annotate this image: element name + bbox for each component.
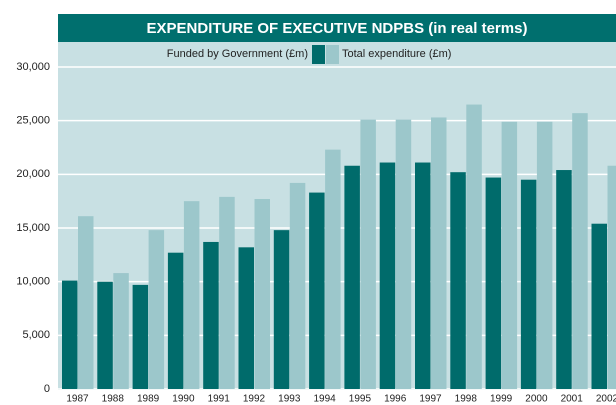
bar <box>466 104 482 390</box>
bar <box>62 280 78 389</box>
bar <box>379 162 396 389</box>
bar <box>344 165 360 389</box>
bar <box>132 284 149 389</box>
x-tick-label: 2000 <box>525 394 548 405</box>
legend-label: Funded by Government (£m) <box>167 48 308 60</box>
bar <box>360 119 376 390</box>
y-tick-label: 25,000 <box>16 115 50 127</box>
x-tick-label: 1987 <box>66 394 89 405</box>
bar <box>520 179 537 389</box>
x-tick-label: 1991 <box>208 394 231 405</box>
bar <box>309 192 325 389</box>
bar <box>415 162 431 389</box>
y-tick-label: 15,000 <box>16 222 50 234</box>
bar <box>501 121 518 390</box>
labels: 0 5,000 10,000 15,000 20,000 25,000 30,000 1987… <box>16 45 616 405</box>
bar <box>183 201 200 389</box>
bars <box>62 104 616 390</box>
x-tick-label: 1989 <box>137 394 160 405</box>
x-tick-label: 1990 <box>172 394 195 405</box>
x-tick-label: 2001 <box>561 394 584 405</box>
bar <box>97 281 113 389</box>
x-tick-label: 1994 <box>313 394 336 405</box>
y-tick-label: 20,000 <box>16 168 50 180</box>
y-tick-label: 0 <box>44 383 50 395</box>
x-tick-label: 1997 <box>419 394 442 405</box>
x-tick-label: 1992 <box>243 394 266 405</box>
x-tick-label: 1999 <box>490 394 513 405</box>
x-tick-label: 1996 <box>384 394 407 405</box>
bar <box>485 177 502 389</box>
title-bar <box>58 14 616 42</box>
bar <box>254 199 270 389</box>
bar <box>431 117 447 390</box>
y-tick-label: 30,000 <box>16 61 50 73</box>
bar <box>591 223 607 389</box>
bar <box>219 196 235 389</box>
bar <box>556 170 572 389</box>
legend-label: Total expenditure (£m) <box>342 48 451 60</box>
bar <box>536 121 553 390</box>
bar <box>167 252 184 389</box>
bar <box>203 241 219 389</box>
bar <box>238 247 254 389</box>
legend-swatch <box>312 45 325 64</box>
bar <box>607 165 616 389</box>
x-tick-label: 1998 <box>455 394 478 405</box>
bar <box>572 113 588 390</box>
bar <box>325 149 341 389</box>
x-tick-label: 1995 <box>349 394 372 405</box>
bar <box>450 172 466 389</box>
y-tick-label: 5,000 <box>22 329 50 341</box>
bar <box>273 230 290 389</box>
bar <box>113 273 129 389</box>
y-tick-label: 10,000 <box>16 276 50 288</box>
x-tick-label: 1988 <box>102 394 125 405</box>
x-tick-label: 1993 <box>278 394 301 405</box>
bar <box>78 216 94 389</box>
x-tick-label: 2002 <box>596 394 616 405</box>
chart-title: EXPENDITURE OF EXECUTIVE NDPBS (in real … <box>147 20 528 37</box>
legend-swatch <box>326 45 339 64</box>
bar <box>148 230 165 389</box>
bar <box>289 182 306 389</box>
bar <box>395 119 412 390</box>
